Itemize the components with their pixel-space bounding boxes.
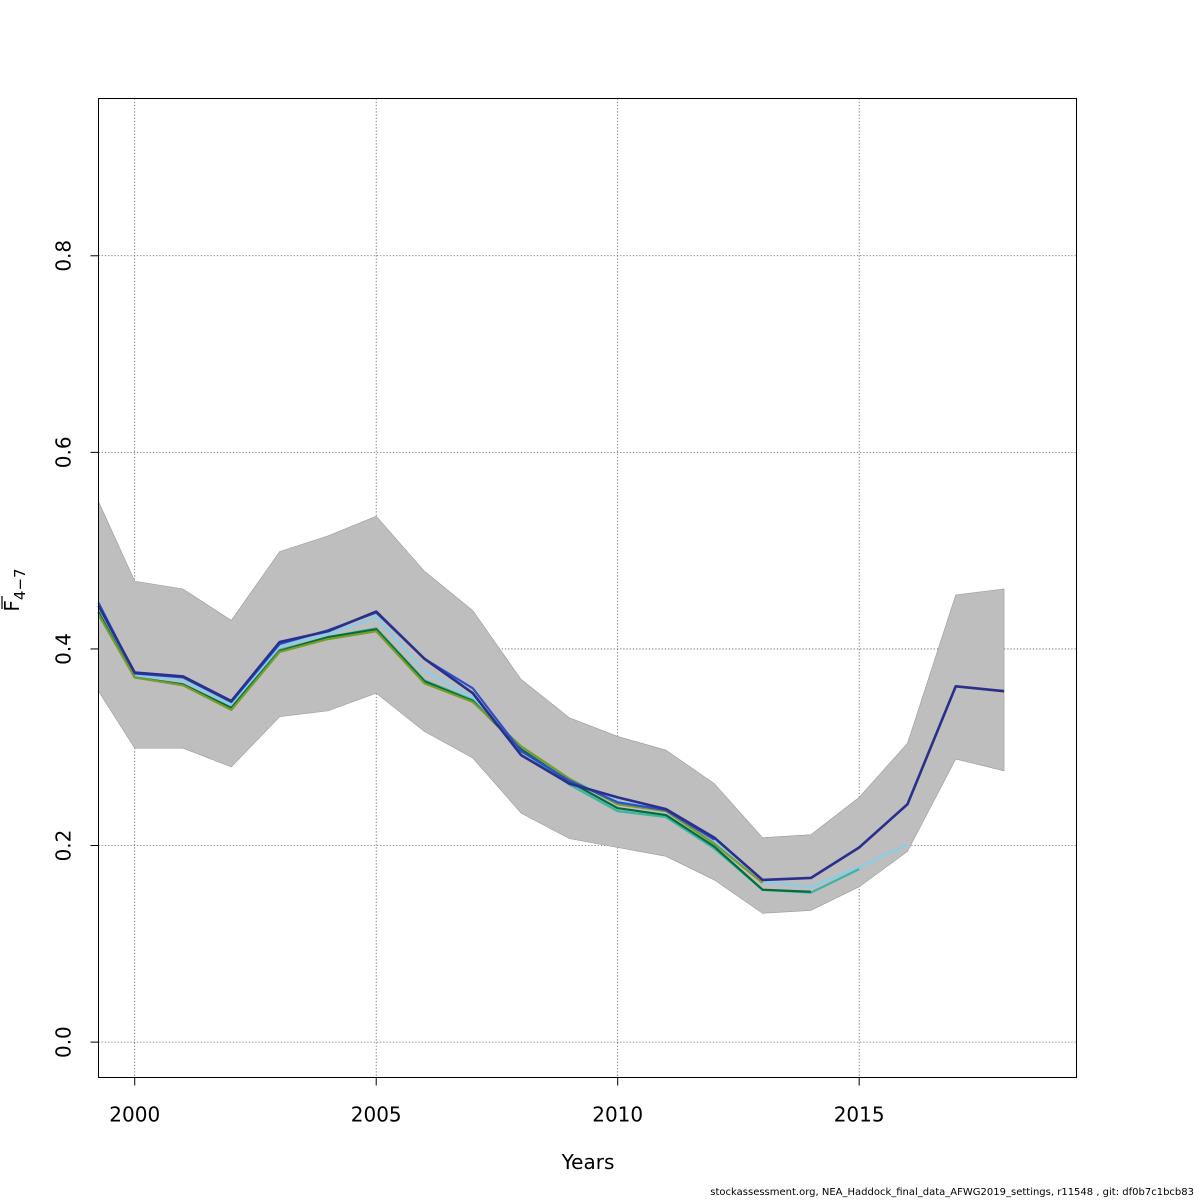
confidence-band [98, 501, 1005, 914]
x-tick-label: 2000 [109, 1103, 160, 1127]
y-axis-title-main: F [0, 600, 24, 612]
grid [98, 98, 1077, 1078]
plot-frame [98, 98, 1077, 1078]
x-tick-label: 2005 [351, 1103, 402, 1127]
y-axis-title: F4−7 [0, 568, 29, 611]
series-lines [97, 602, 1005, 894]
y-tick-label: 0.0 [52, 1026, 76, 1058]
x-tick-label: 2010 [592, 1103, 643, 1127]
y-tick-label: 0.8 [52, 240, 76, 272]
y-axis-ticks: 0.0 0.2 0.4 0.6 0.8 [52, 240, 99, 1058]
y-tick-label: 0.2 [52, 830, 76, 862]
y-axis-title-subscript: 4−7 [11, 568, 29, 600]
x-axis-ticks: 2000 2005 2010 2015 [109, 1077, 885, 1127]
x-axis-title: Years [561, 1150, 615, 1174]
series-line-3 [97, 612, 811, 893]
y-tick-label: 0.4 [52, 633, 76, 665]
x-tick-label: 2015 [834, 1103, 885, 1127]
footer-credit: stockassessment.org, NEA_Haddock_final_d… [710, 1187, 1194, 1198]
y-tick-label: 0.6 [52, 436, 76, 468]
band-area [98, 501, 1005, 914]
svg-text:F4−7: F4−7 [0, 568, 29, 611]
series-line-4 [97, 613, 764, 884]
series-line-6 [97, 605, 1005, 882]
